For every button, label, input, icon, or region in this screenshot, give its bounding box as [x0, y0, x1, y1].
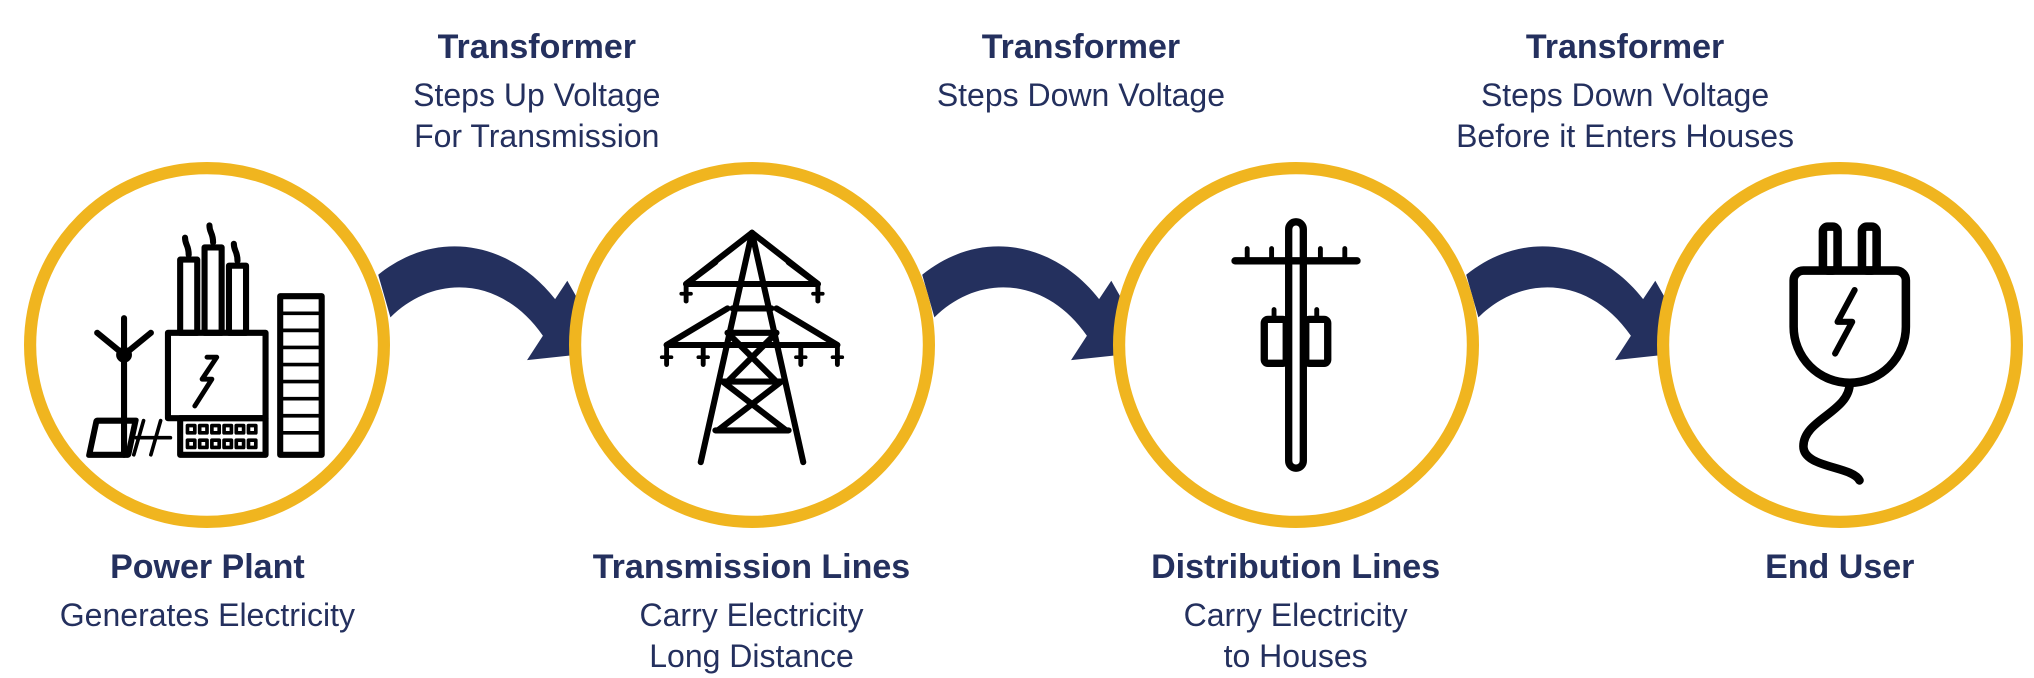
distribution-lines-circle: [1113, 162, 1479, 528]
power-plant-icon: [73, 211, 341, 479]
power-plant-sub: Generates Electricity: [60, 595, 355, 637]
transmission-lines-title: Transmission Lines: [593, 546, 910, 589]
arrow-2-title: Transformer: [861, 26, 1300, 69]
transmission-tower-icon: [630, 211, 874, 479]
node-power-plant: Power Plant Generates Electricity: [24, 162, 390, 636]
plug-icon: [1718, 205, 1962, 486]
end-user-circle: [1657, 162, 2023, 528]
power-grid-flowchart: Transformer Steps Up VoltageFor Transmis…: [0, 0, 2034, 674]
arrow-3-title: Transformer: [1405, 26, 1844, 69]
power-plant-circle: [24, 162, 390, 528]
arrow-1-title: Transformer: [317, 26, 756, 69]
arrow-2-sub: Steps Down Voltage: [861, 75, 1300, 117]
utility-pole-icon: [1198, 205, 1393, 486]
arrow-1-sub: Steps Up VoltageFor Transmission: [317, 75, 756, 158]
node-end-user: End User: [1657, 162, 2023, 595]
end-user-title: End User: [1765, 546, 1914, 589]
transmission-lines-circle: [569, 162, 935, 528]
arrow-1-label: Transformer Steps Up VoltageFor Transmis…: [317, 26, 756, 158]
distribution-lines-title: Distribution Lines: [1151, 546, 1440, 589]
distribution-lines-sub: Carry Electricityto Houses: [1184, 595, 1408, 678]
transmission-lines-sub: Carry ElectricityLong Distance: [640, 595, 864, 678]
arrow-3-sub: Steps Down VoltageBefore it Enters House…: [1405, 75, 1844, 158]
node-transmission-lines: Transmission Lines Carry ElectricityLong…: [569, 162, 935, 678]
power-plant-title: Power Plant: [110, 546, 305, 589]
arrow-2-label: Transformer Steps Down Voltage: [861, 26, 1300, 116]
arrow-3-label: Transformer Steps Down VoltageBefore it …: [1405, 26, 1844, 158]
node-distribution-lines: Distribution Lines Carry Electricityto H…: [1113, 162, 1479, 678]
